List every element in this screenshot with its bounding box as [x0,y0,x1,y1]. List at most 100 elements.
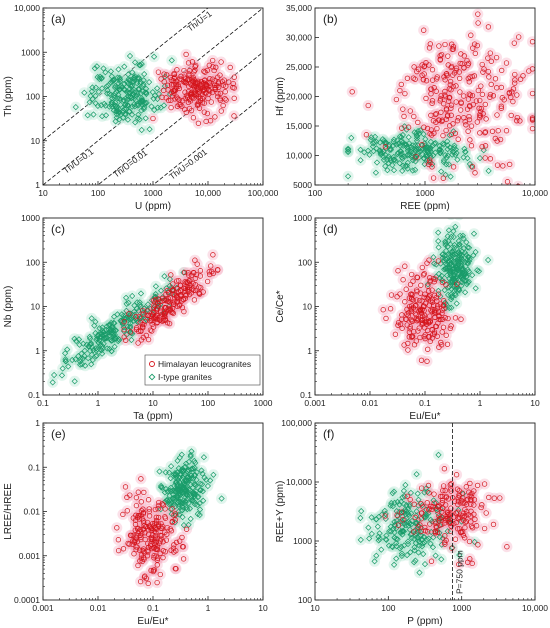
data-point [345,148,352,155]
data-point-halo [423,479,434,491]
data-point-halo [380,534,392,546]
data-point [110,327,117,335]
data-point [140,77,147,84]
data-point-halo [381,164,393,176]
data-point [129,330,136,337]
data-point [165,298,171,304]
data-point-halo [368,145,379,157]
data-point-halo [138,486,150,498]
data-point [428,127,435,133]
data-point [442,260,449,267]
data-point-halo [453,549,465,561]
data-point [193,92,199,98]
data-point [168,104,174,111]
data-point-halo [458,151,469,163]
data-point [411,559,418,566]
data-point [400,106,406,112]
data-point-halo [355,534,367,546]
data-point [174,480,181,487]
data-point [438,168,445,175]
data-point [65,363,72,370]
x-tick-label: 0.001 [32,603,54,613]
data-point-halo [487,90,499,102]
data-point [446,86,453,92]
data-point [377,148,384,155]
data-point [361,149,368,156]
data-point [456,241,463,248]
data-point [431,130,437,136]
data-point-halo [427,74,439,86]
data-point [193,469,200,476]
data-point [387,157,394,164]
data-point-halo [126,290,138,302]
data-point-halo [505,109,517,121]
data-point-halo [418,531,430,543]
data-point [458,279,465,286]
data-point [215,90,221,97]
data-point [137,319,143,326]
data-point [398,134,405,141]
data-point-halo [454,86,466,98]
data-point-halo [469,513,481,525]
data-point [492,76,499,82]
data-point-halo [395,131,407,143]
data-point [447,278,454,286]
data-point [497,136,504,143]
data-point [108,101,115,108]
x-tick-label: 1 [96,398,101,408]
data-point-halo [411,468,423,480]
data-point-halo [451,469,463,481]
data-point [192,472,199,479]
data-point-halo [405,288,417,300]
data-point [401,113,407,120]
data-point-halo [120,334,132,346]
data-point [210,471,217,478]
scatter-points [342,8,535,185]
data-point-halo [117,508,129,520]
x-tick-label: 10 [258,603,268,613]
data-point-halo [228,110,240,122]
data-point [445,291,452,298]
data-point [161,311,167,317]
data-point [147,327,154,333]
data-point [420,131,427,138]
data-point-halo [453,523,465,535]
data-point [160,102,168,109]
data-point-halo [201,108,213,119]
data-point-halo [144,123,156,135]
data-point [69,356,76,364]
data-point-halo [177,511,189,523]
data-point-halo [455,526,467,538]
data-point [133,305,141,312]
data-point-halo [178,553,190,565]
data-point [451,260,459,267]
data-point [460,235,467,242]
data-point [418,282,424,288]
data-point [425,346,431,352]
data-point [111,336,118,343]
data-point [465,96,472,102]
data-point-halo [380,312,392,324]
data-point [218,495,225,502]
data-point-halo [477,66,489,78]
data-point-halo [205,260,217,272]
data-point-halo [78,87,90,99]
data-point [183,492,190,499]
data-point [133,546,139,553]
data-point [411,342,418,348]
data-point [82,362,89,369]
data-point [454,118,461,124]
data-point [122,484,129,490]
data-point-halo [164,523,176,535]
data-point [190,75,197,81]
data-point [120,324,127,331]
data-point [104,87,111,94]
data-point [442,88,448,95]
panel-label: (a) [51,12,66,26]
data-point [164,524,170,531]
data-point [191,297,198,303]
data-point-halo [385,144,397,156]
data-point [440,132,446,139]
data-point [459,256,466,263]
data-point [435,258,442,264]
